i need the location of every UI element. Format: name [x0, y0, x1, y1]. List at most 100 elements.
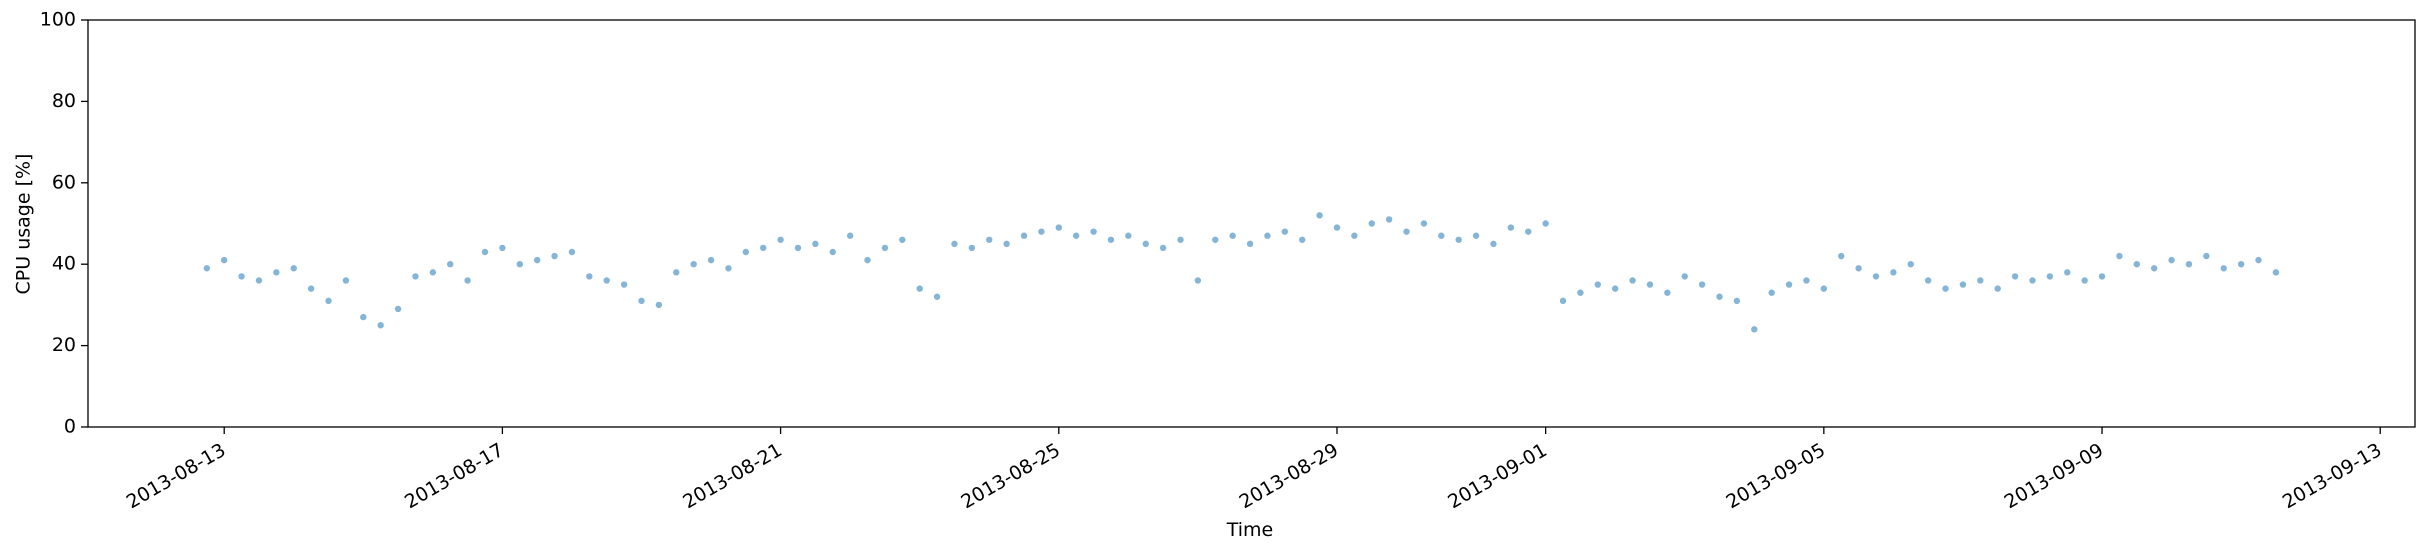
point: [2133, 261, 2141, 268]
point: [638, 297, 645, 305]
point: [707, 256, 715, 264]
point: [690, 261, 697, 268]
point: [1229, 232, 1236, 239]
x-tick-label: 2013-08-29: [1236, 439, 1343, 513]
point: [464, 277, 471, 284]
point: [1333, 224, 1341, 231]
point: [1594, 281, 1601, 288]
point: [1055, 224, 1062, 231]
point: [1020, 232, 1028, 239]
point: [1159, 244, 1167, 252]
point: [777, 236, 784, 243]
point: [2272, 269, 2280, 276]
point: [221, 256, 228, 264]
point: [1264, 232, 1271, 239]
point: [1038, 228, 1045, 235]
point: [568, 248, 576, 256]
point: [725, 265, 732, 272]
point: [1577, 289, 1584, 296]
point: [1751, 326, 1758, 333]
point: [533, 256, 541, 264]
point: [1246, 240, 1254, 248]
point: [1646, 281, 1654, 288]
point: [1855, 265, 1862, 272]
point: [2064, 269, 2071, 276]
point: [2203, 252, 2210, 260]
x-tick-label: 2013-09-05: [1722, 439, 1829, 513]
point: [673, 269, 680, 276]
point: [255, 277, 263, 284]
point: [1212, 236, 1219, 243]
point: [1368, 220, 1375, 227]
point: [1733, 297, 1741, 305]
point: [481, 248, 489, 256]
x-tick-label: 2013-09-09: [2001, 439, 2108, 513]
y-tick-label: 40: [52, 253, 76, 275]
point: [273, 269, 280, 276]
point: [1542, 220, 1549, 227]
point: [968, 244, 976, 252]
point: [1959, 281, 1967, 288]
point: [1490, 240, 1497, 248]
y-tick-label: 60: [52, 171, 76, 193]
point: [1107, 236, 1115, 243]
point: [794, 244, 802, 252]
y-tick-label: 20: [52, 334, 76, 356]
point: [1403, 228, 1410, 235]
point: [1003, 240, 1010, 248]
x-tick-label: 2013-09-13: [2279, 439, 2386, 513]
point: [1629, 277, 1636, 284]
point: [864, 256, 871, 264]
point: [1472, 232, 1480, 239]
point: [1664, 289, 1671, 296]
point: [916, 285, 923, 292]
point: [2150, 265, 2158, 272]
point: [1072, 232, 1080, 239]
point: [2185, 261, 2193, 268]
x-axis-label: Time: [1226, 519, 1274, 541]
point: [2029, 277, 2036, 284]
point: [1611, 285, 1619, 292]
point: [360, 313, 367, 321]
x-tick-label: 2013-08-25: [957, 439, 1064, 513]
y-tick-label: 100: [40, 9, 76, 31]
point: [881, 244, 889, 252]
point: [551, 252, 558, 260]
point: [1994, 285, 2001, 292]
x-tick-label: 2013-09-01: [1444, 439, 1551, 513]
x-tick-label: 2013-08-21: [679, 439, 786, 513]
x-tick-label: 2013-08-13: [123, 439, 230, 513]
y-axis-label: CPU usage [%]: [13, 154, 35, 295]
point: [812, 240, 819, 248]
plot-frame: [87, 19, 2416, 428]
y-tick-label: 80: [52, 90, 76, 112]
point: [2220, 265, 2227, 272]
point: [325, 297, 332, 305]
point: [1716, 293, 1723, 300]
point: [1907, 261, 1914, 268]
point: [499, 244, 506, 252]
point: [1890, 269, 1897, 276]
point: [1820, 285, 1828, 292]
point: [1177, 236, 1184, 243]
point: [2098, 273, 2106, 280]
point: [1768, 289, 1775, 296]
point: [1872, 273, 1880, 280]
point: [655, 301, 663, 309]
point: [1351, 232, 1358, 239]
point: [1838, 252, 1845, 260]
point: [742, 248, 750, 256]
point: [899, 236, 906, 243]
point: [603, 277, 610, 284]
point: [829, 248, 836, 256]
point: [1438, 232, 1445, 239]
point: [1316, 212, 1323, 219]
point: [2255, 256, 2262, 264]
point: [1455, 236, 1462, 243]
point: [2237, 261, 2245, 268]
point: [1125, 232, 1132, 239]
point: [429, 269, 437, 276]
point: [1385, 216, 1393, 223]
point: [447, 261, 454, 268]
